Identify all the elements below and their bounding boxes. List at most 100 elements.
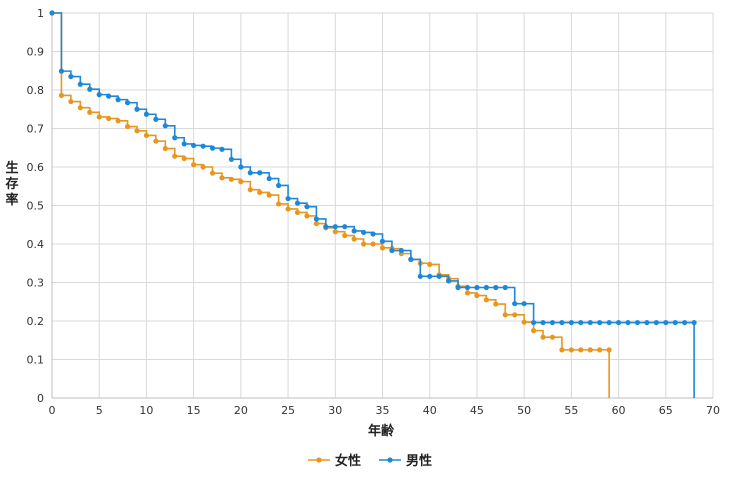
legend-label: 男性: [406, 453, 432, 469]
data-point: [209, 170, 216, 176]
x-tick-label: 60: [612, 404, 626, 417]
data-point: [115, 118, 121, 124]
data-point: [247, 187, 253, 193]
axes: 0 5 10 15 20 25 30 35 40 45 50 55 60 65 70 0 0.1 0.2 0.3 0.…: [27, 7, 721, 417]
y-tick-label: 0.8: [27, 84, 45, 97]
y-tick-label: 0.2: [27, 315, 45, 328]
data-point: [427, 273, 433, 279]
data-point: [587, 347, 593, 353]
data-point: [597, 347, 603, 353]
data-point: [276, 201, 282, 207]
data-point: [313, 220, 319, 227]
data-point: [417, 273, 423, 279]
y-tick-label: 0.1: [27, 354, 45, 367]
data-point: [672, 319, 678, 326]
data-point: [106, 115, 112, 122]
data-point: [106, 93, 112, 99]
data-point: [285, 206, 291, 212]
data-point: [294, 200, 301, 206]
data-point: [502, 284, 508, 291]
series-layer: [49, 10, 697, 398]
y-tick-label: 0.3: [27, 277, 45, 290]
x-tick-label: 40: [423, 404, 437, 417]
data-point: [455, 284, 461, 291]
data-point: [615, 319, 622, 326]
x-tick-label: 55: [564, 404, 578, 417]
data-point: [446, 278, 452, 284]
data-point: [512, 301, 518, 307]
y-tick-label: 0: [37, 392, 44, 405]
data-point: [342, 224, 348, 230]
data-point: [124, 100, 131, 106]
data-point: [332, 229, 338, 235]
y-tick-label: 0.9: [27, 46, 45, 59]
data-point: [68, 98, 74, 105]
data-point: [644, 319, 650, 326]
data-point: [143, 132, 150, 139]
data-point: [200, 143, 206, 149]
data-point: [96, 114, 102, 120]
data-point: [294, 209, 301, 216]
data-point: [77, 105, 83, 111]
data-point: [257, 170, 263, 176]
data-point: [77, 81, 83, 87]
data-point: [474, 284, 480, 291]
grid: [51, 12, 714, 399]
data-point: [172, 153, 178, 159]
x-tick-label: 25: [281, 404, 295, 417]
data-point: [351, 236, 357, 242]
data-point: [549, 334, 556, 340]
y-tick-label: 1: [37, 7, 44, 20]
data-point: [115, 97, 121, 103]
data-point: [370, 231, 376, 237]
data-point: [124, 123, 131, 130]
data-point: [68, 73, 74, 80]
data-point: [162, 123, 168, 129]
data-point: [96, 92, 102, 98]
data-point: [597, 319, 603, 326]
x-tick-label: 35: [376, 404, 390, 417]
data-point: [266, 192, 272, 198]
data-point: [313, 216, 319, 222]
data-point: [691, 319, 697, 326]
data-point: [219, 175, 225, 181]
data-point: [530, 319, 537, 326]
data-point: [559, 347, 565, 353]
data-point: [464, 284, 471, 291]
data-point: [379, 238, 386, 244]
data-point: [228, 176, 235, 182]
data-point: [276, 182, 282, 189]
data-point: [606, 347, 612, 353]
y-axis-title-char: 存: [5, 176, 18, 192]
data-point: [87, 86, 93, 92]
data-point: [285, 195, 291, 202]
data-point: [464, 290, 471, 296]
data-point: [181, 141, 187, 147]
data-point: [134, 128, 140, 134]
data-point: [521, 319, 527, 325]
data-point: [332, 224, 338, 230]
data-point: [578, 319, 584, 326]
data-point: [578, 347, 584, 353]
data-point: [663, 319, 669, 326]
data-point: [87, 109, 93, 115]
y-tick-label: 0.7: [27, 123, 45, 136]
data-point: [625, 319, 631, 326]
x-tick-label: 0: [49, 404, 56, 417]
y-axis-title-char: 率: [5, 192, 18, 208]
x-tick-label: 45: [470, 404, 484, 417]
data-point: [502, 312, 508, 318]
data-point: [153, 116, 159, 122]
data-point: [559, 319, 565, 326]
data-point: [389, 247, 395, 254]
legend-marker: [387, 457, 393, 463]
data-point: [427, 261, 433, 268]
x-tick-label: 10: [139, 404, 153, 417]
data-point: [379, 245, 386, 251]
data-point: [304, 204, 310, 210]
data-point: [568, 347, 574, 353]
data-point: [200, 164, 206, 170]
data-point: [540, 319, 546, 326]
